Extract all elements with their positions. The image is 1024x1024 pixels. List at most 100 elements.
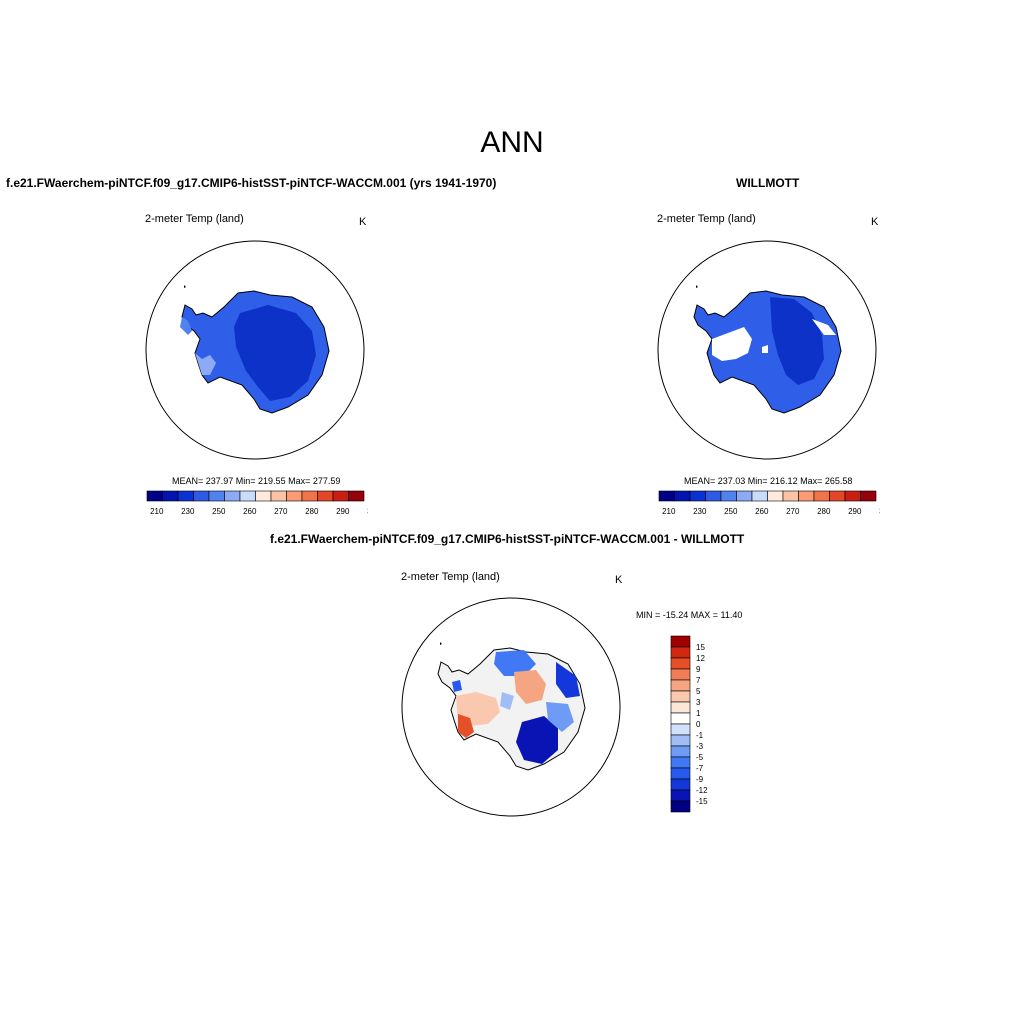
model-colorbar-box bbox=[332, 490, 349, 502]
model-colorbar-tick: 250 bbox=[212, 507, 226, 516]
obs-colorbar-box bbox=[751, 490, 768, 502]
diff-cool-patch bbox=[500, 692, 514, 710]
diff-polar-map bbox=[401, 597, 621, 817]
diff-colorbar-box bbox=[670, 778, 691, 791]
obs-antarctica bbox=[693, 285, 842, 414]
model-colorbar-box bbox=[255, 490, 272, 502]
model-colorbar-box bbox=[162, 490, 179, 502]
obs-colorbar-tick: 290 bbox=[848, 507, 862, 516]
diff-hot-peninsula bbox=[458, 714, 474, 738]
obs-colorbar-box bbox=[782, 490, 799, 502]
model-colorbar-box bbox=[177, 490, 194, 502]
diff-colorbar-box bbox=[670, 800, 691, 813]
obs-colorbar: 210 230 250 260 270 280 290 300 bbox=[658, 490, 880, 516]
diff-island bbox=[440, 642, 442, 645]
obs-colorbar-box bbox=[736, 490, 753, 502]
obs-colorbar-box bbox=[813, 490, 830, 502]
obs-colorbar-box bbox=[829, 490, 846, 502]
model-colorbar-box bbox=[224, 490, 241, 502]
obs-interior-gap bbox=[762, 345, 768, 353]
diff-colorbar-box bbox=[670, 690, 691, 703]
diff-colorbar-tick: -3 bbox=[696, 742, 704, 751]
diff-colorbar-tick: -12 bbox=[696, 786, 708, 795]
diff-colorbar-box bbox=[670, 701, 691, 714]
diff-stats: MIN = -15.24 MAX = 11.40 bbox=[636, 610, 743, 620]
obs-colorbar-tick: 230 bbox=[693, 507, 707, 516]
model-colorbar-box bbox=[270, 490, 287, 502]
diff-colorbar-tick: -1 bbox=[696, 731, 704, 740]
diff-cold-east bbox=[556, 662, 580, 698]
obs-unit-label: K bbox=[871, 216, 879, 228]
model-colorbar-box bbox=[193, 490, 210, 502]
obs-stats: MEAN= 237.03 Min= 216.12 Max= 265.58 bbox=[684, 476, 853, 486]
diff-colorbar-box bbox=[670, 679, 691, 692]
diff-colorbar-box bbox=[670, 635, 691, 648]
diff-antarctica bbox=[437, 642, 586, 771]
diff-cold-south bbox=[516, 716, 558, 764]
obs-colorbar-box bbox=[674, 490, 691, 502]
obs-colorbar-box bbox=[705, 490, 722, 502]
model-colorbar-box bbox=[146, 490, 163, 502]
obs-colorbar-tick: 260 bbox=[755, 507, 769, 516]
obs-colorbar-box bbox=[844, 490, 861, 502]
obs-colorbar-tick: 280 bbox=[817, 507, 831, 516]
obs-colorbar-box bbox=[720, 490, 737, 502]
model-variable-label: 2-meter Temp (land) bbox=[145, 213, 244, 225]
model-colorbar-box bbox=[301, 490, 318, 502]
obs-coastal-gap bbox=[812, 319, 836, 335]
obs-interior-cold bbox=[770, 297, 824, 385]
model-colorbar-tick: 210 bbox=[150, 507, 164, 516]
diff-colorbar-box bbox=[670, 734, 691, 747]
obs-colorbar-tick: 270 bbox=[786, 507, 800, 516]
model-stats: MEAN= 237.97 Min= 219.55 Max= 277.59 bbox=[172, 476, 341, 486]
model-colorbar-tick: 300 bbox=[367, 507, 368, 516]
obs-island bbox=[696, 285, 698, 288]
figure-title: ANN bbox=[480, 126, 544, 159]
obs-ice-shelf-gap bbox=[712, 327, 752, 361]
model-interior-cold bbox=[234, 305, 316, 401]
model-peninsula-warm bbox=[195, 353, 216, 375]
diff-colorbar-tick: 12 bbox=[696, 654, 705, 663]
diff-cool-east bbox=[546, 702, 574, 732]
obs-colorbar-tick: 250 bbox=[724, 507, 738, 516]
diff-unit-label: K bbox=[615, 574, 623, 586]
model-colorbar-box bbox=[317, 490, 334, 502]
obs-colorbar-box bbox=[689, 490, 706, 502]
model-colorbar-tick: 290 bbox=[336, 507, 350, 516]
model-unit-label: K bbox=[359, 216, 367, 228]
diff-colorbar-box bbox=[670, 756, 691, 769]
diff-colorbar-tick: 1 bbox=[696, 709, 701, 718]
model-colorbar-tick: 260 bbox=[243, 507, 257, 516]
obs-colorbar-box bbox=[658, 490, 675, 502]
model-peninsula-tip bbox=[180, 317, 192, 335]
model-colorbar-tick: 230 bbox=[181, 507, 195, 516]
model-colorbar-tick: 280 bbox=[305, 507, 319, 516]
diff-colorbar-tick: 5 bbox=[696, 687, 701, 696]
diff-colorbar-tick: -5 bbox=[696, 753, 704, 762]
diff-cold-north bbox=[494, 650, 536, 676]
diff-colorbar-tick: 7 bbox=[696, 676, 701, 685]
obs-colorbar-tick: 210 bbox=[662, 507, 676, 516]
diff-colorbar-tick: -15 bbox=[696, 797, 708, 806]
model-island bbox=[184, 285, 186, 288]
diff-colorbar-tick: -9 bbox=[696, 775, 704, 784]
diff-colorbar: 15 12 9 7 5 3 1 0 -1 -3 -5 -7 -9 -12 -15 bbox=[670, 635, 708, 813]
diff-colorbar-tick: 9 bbox=[696, 665, 701, 674]
obs-colorbar-box bbox=[767, 490, 784, 502]
obs-polar-map bbox=[657, 240, 877, 460]
diff-variable-label: 2-meter Temp (land) bbox=[401, 571, 500, 583]
model-panel-title: f.e21.FWaerchem-piNTCF.f09_g17.CMIP6-his… bbox=[6, 176, 497, 190]
diff-colorbar-box bbox=[670, 767, 691, 780]
obs-variable-label: 2-meter Temp (land) bbox=[657, 213, 756, 225]
diff-colorbar-box bbox=[670, 712, 691, 725]
model-colorbar-box bbox=[239, 490, 256, 502]
diff-colorbar-box bbox=[670, 723, 691, 736]
obs-colorbar-tick: 300 bbox=[879, 507, 880, 516]
obs-colorbar-box bbox=[798, 490, 815, 502]
model-polar-map bbox=[145, 240, 365, 460]
diff-colorbar-box bbox=[670, 657, 691, 670]
diff-warm-interior bbox=[514, 670, 546, 704]
diff-colorbar-box bbox=[670, 646, 691, 659]
model-colorbar-tick: 270 bbox=[274, 507, 288, 516]
model-colorbar: 210 230 250 260 270 280 290 300 bbox=[146, 490, 368, 516]
